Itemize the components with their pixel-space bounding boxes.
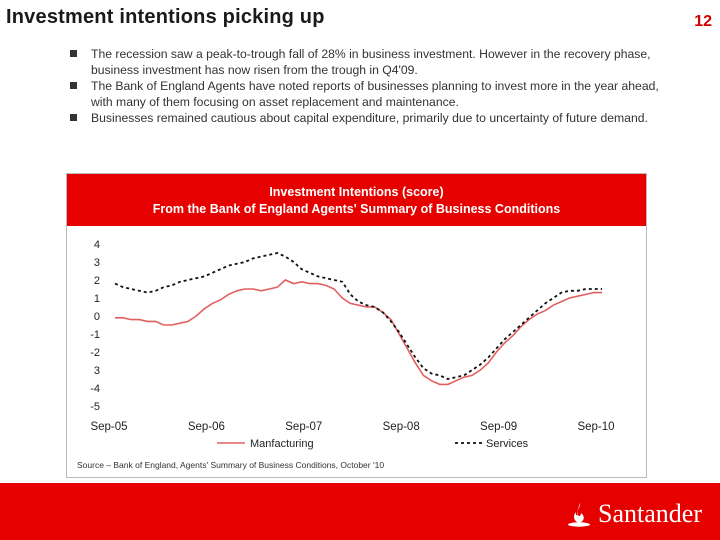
x-tick-label: Sep-05: [90, 421, 127, 433]
y-tick-label: 2: [94, 275, 100, 287]
bullet-text: Businesses remained cautious about capit…: [91, 111, 648, 125]
y-tick-label: 3: [94, 257, 100, 269]
footer-band: Santander: [0, 483, 720, 540]
x-tick-label: Sep-06: [188, 421, 225, 433]
santander-flame-icon: [568, 503, 591, 527]
x-tick-label: Sep-08: [383, 421, 420, 433]
chart-source: Source – Bank of England, Agents' Summar…: [77, 460, 385, 470]
y-tick-label: -4: [90, 383, 100, 395]
x-tick-label: Sep-09: [480, 421, 517, 433]
y-tick-label: 3: [94, 365, 100, 377]
y-tick-label: 0: [94, 311, 100, 323]
y-tick-label: 1: [94, 293, 100, 305]
x-tick-label: Sep-07: [285, 421, 322, 433]
y-tick-label: -1: [90, 329, 100, 341]
chart-header: Investment Intentions (score) From the B…: [67, 174, 646, 226]
bullet-item: The Bank of England Agents have noted re…: [70, 78, 660, 110]
bullet-square-icon: [70, 114, 77, 121]
y-tick-label: -2: [90, 347, 100, 359]
bullet-text: The Bank of England Agents have noted re…: [91, 79, 659, 109]
bullet-item: Businesses remained cautious about capit…: [70, 110, 660, 126]
slide-title: Investment intentions picking up: [6, 6, 325, 28]
services-series-line: [114, 252, 602, 380]
chart-subtitle: From the Bank of England Agents' Summary…: [152, 202, 561, 216]
legend-label-services: Services: [486, 438, 529, 450]
bullet-text: The recession saw a peak-to-trough fall …: [91, 47, 651, 77]
manufacturing-series-line: [115, 279, 602, 386]
bullet-square-icon: [70, 82, 77, 89]
chart-title: Investment Intentions (score): [269, 185, 444, 199]
x-tick-label: Sep-10: [577, 421, 614, 433]
chart-container: Investment Intentions (score) From the B…: [66, 173, 647, 478]
legend-label-manufacturing: Manfacturing: [250, 438, 314, 450]
line-chart: 4 3 2 1 0 -1 -2 3 -4 -5 Sep-05 Sep-06 Sep-07 Sep-08 Se…: [90, 239, 614, 450]
y-tick-label: 4: [94, 239, 100, 251]
page-number: 12: [694, 13, 712, 30]
bullet-item: The recession saw a peak-to-trough fall …: [70, 46, 660, 78]
y-tick-label: -5: [90, 401, 100, 413]
logo-text: Santander: [598, 499, 702, 528]
bullet-square-icon: [70, 50, 77, 57]
santander-logo: Santander: [566, 499, 702, 529]
bullet-list: The recession saw a peak-to-trough fall …: [70, 46, 660, 126]
